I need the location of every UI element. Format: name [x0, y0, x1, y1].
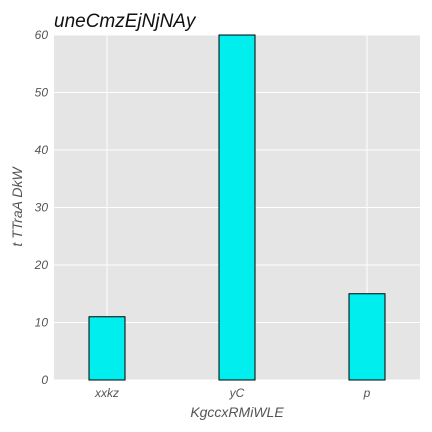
bar-yC — [218, 34, 256, 381]
x-axis-ticks: xxkz yC p — [94, 386, 371, 400]
bar-p — [348, 293, 386, 381]
x-tick-label-xxkz: xxkz — [94, 386, 119, 400]
x-tick-label-yC: yC — [229, 386, 245, 400]
y-tick-label-4: 40 — [35, 143, 49, 157]
y-axis-ticks: 0 10 20 30 40 50 60 — [34, 28, 49, 387]
y-axis-label: t TTraA DkW — [9, 166, 25, 247]
y-tick-label-3: 30 — [35, 201, 49, 215]
x-axis-label: KgccxRMiWLE — [190, 404, 284, 420]
bar-xxkz — [88, 316, 126, 381]
y-tick-label-1: 10 — [35, 316, 49, 330]
y-tick-label-6: 60 — [35, 28, 49, 42]
chart-title: uneCmzEjNjNAy — [54, 11, 197, 32]
x-tick-label-p: p — [363, 386, 371, 400]
bars — [88, 34, 386, 381]
y-tick-label-2: 20 — [34, 258, 49, 272]
y-tick-label-0: 0 — [41, 373, 48, 387]
y-tick-label-5: 50 — [35, 86, 49, 100]
